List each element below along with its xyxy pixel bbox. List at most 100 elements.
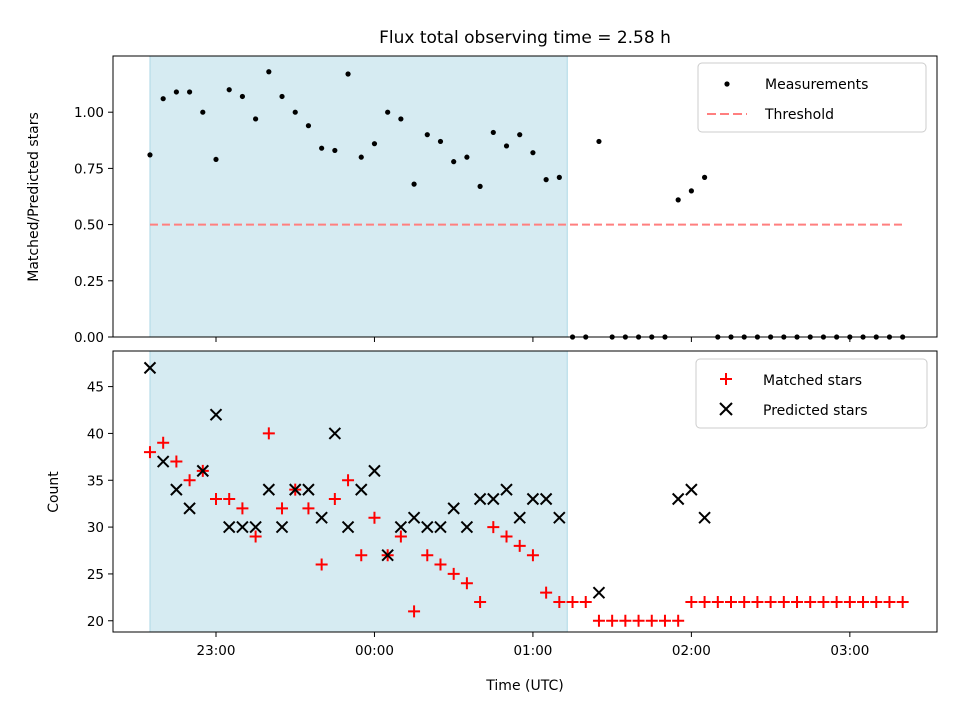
x-tick-label: 23:00 — [197, 643, 236, 659]
matched-point — [857, 596, 870, 609]
predicted-point — [302, 483, 315, 496]
predicted-point — [381, 548, 394, 562]
bottom-legend: Matched stars Predicted stars — [695, 358, 928, 429]
matched-point — [843, 596, 856, 609]
matched-point — [236, 502, 249, 515]
matched-point — [328, 492, 341, 505]
x-axis-label: Time (UTC) — [485, 678, 563, 694]
predicted-point — [289, 483, 302, 496]
matched-point — [870, 596, 883, 609]
matched-point — [672, 614, 685, 627]
top-y-tick-label: 0.75 — [74, 161, 104, 177]
predicted-point — [249, 520, 262, 534]
matched-point — [764, 596, 777, 609]
measurement-point — [186, 89, 193, 95]
predicted-point — [236, 520, 249, 534]
matched-point — [619, 614, 632, 627]
observing-span — [149, 55, 568, 338]
matched-point — [830, 596, 843, 609]
bottom-y-tick-label: 35 — [87, 473, 104, 489]
legend-measurements-label: Measurements — [765, 77, 868, 93]
matched-point — [408, 605, 421, 618]
matched-point — [183, 474, 196, 487]
measurement-point — [503, 143, 510, 149]
matched-point — [658, 614, 671, 627]
matched-point — [447, 567, 460, 580]
predicted-point — [156, 455, 170, 468]
matched-point — [540, 586, 553, 599]
matched-point — [249, 530, 262, 543]
predicted-point — [328, 427, 342, 440]
predicted-point — [170, 483, 183, 496]
matched-point — [262, 427, 275, 440]
measurement-point — [160, 96, 166, 102]
bottom-y-tick-label: 45 — [87, 380, 104, 396]
predicted-point — [460, 520, 474, 534]
matched-point — [170, 455, 183, 468]
matched-point — [474, 596, 487, 609]
matched-point — [342, 474, 355, 487]
measurement-point — [596, 138, 602, 145]
bottom-y-tick-label: 25 — [87, 567, 104, 583]
top-plot-frame — [112, 55, 938, 338]
predicted-point — [355, 483, 368, 496]
measurement-point — [543, 177, 549, 183]
measurement-point — [398, 116, 404, 122]
matched-point — [606, 614, 619, 627]
predicted-point — [553, 511, 566, 524]
matched-point — [592, 614, 605, 627]
matched-point — [394, 530, 407, 543]
matched-point — [685, 596, 698, 609]
predicted-point — [183, 502, 196, 515]
x-tick-label: 02:00 — [672, 643, 711, 659]
matched-point — [302, 502, 315, 515]
matched-point — [143, 446, 156, 459]
predicted-point — [685, 483, 698, 496]
matched-point — [460, 577, 473, 590]
top-panel-ratio: 0.00 0.25 0.50 0.75 1.00 Matched/Predicted s… — [26, 55, 938, 346]
measurement-point — [213, 156, 219, 163]
x-tick-label: 00:00 — [355, 643, 394, 659]
top-y-tick-label: 0.00 — [74, 330, 104, 346]
bottom-plot-frame — [112, 350, 938, 633]
bottom-y-tick-label: 30 — [87, 520, 104, 536]
predicted-point — [275, 520, 289, 534]
measurement-point — [305, 123, 312, 129]
matched-point — [223, 492, 236, 505]
predicted-point — [315, 511, 328, 524]
chart-title: Flux total observing time = 2.58 h — [379, 28, 671, 48]
matched-point — [751, 596, 764, 609]
measurement-point — [371, 141, 378, 147]
measurement-point — [517, 132, 523, 138]
measurement-point — [701, 174, 708, 180]
predicted-point — [500, 483, 513, 496]
measurement-point — [253, 116, 259, 122]
measurement-point — [464, 154, 470, 160]
measurement-point — [675, 197, 681, 203]
predicted-point — [698, 511, 711, 524]
measurement-point — [226, 87, 232, 93]
measurement-point — [424, 132, 430, 138]
matched-point — [645, 614, 658, 627]
matched-point — [896, 596, 909, 609]
measurement-point — [490, 129, 496, 136]
bottom-panel-counts: 23:00 00:00 01:00 02:00 03:00 20 25 30 35 40 45 C… — [46, 350, 938, 694]
legend-measurements-marker — [724, 81, 730, 87]
matched-point — [566, 596, 579, 609]
matched-point — [711, 596, 724, 609]
top-y-tick-label: 0.25 — [74, 274, 104, 290]
legend-predicted-marker — [719, 402, 733, 416]
legend-matched-marker — [720, 373, 732, 385]
predicted-point — [434, 520, 447, 534]
measurement-point — [332, 147, 338, 154]
predicted-point — [671, 492, 685, 506]
predicted-point — [209, 408, 223, 421]
measurement-point — [147, 152, 153, 158]
matched-point — [777, 596, 790, 609]
measurement-point — [451, 159, 457, 165]
predicted-point — [262, 483, 276, 496]
legend-matched-label: Matched stars — [763, 373, 862, 389]
measurement-point — [556, 174, 562, 180]
predicted-point — [473, 492, 487, 506]
bottom-y-tick-label: 20 — [87, 614, 104, 630]
